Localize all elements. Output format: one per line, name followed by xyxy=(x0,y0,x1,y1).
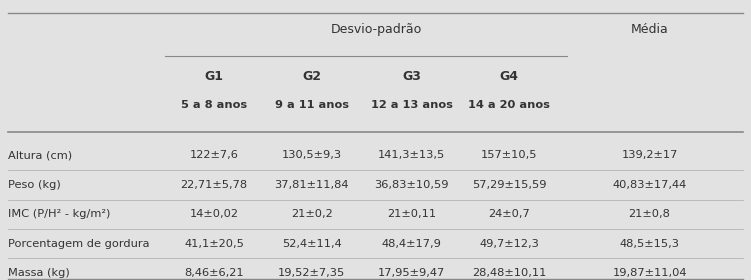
Text: 37,81±11,84: 37,81±11,84 xyxy=(274,180,349,190)
Text: Média: Média xyxy=(631,23,668,36)
Text: Porcentagem de gordura: Porcentagem de gordura xyxy=(8,239,149,249)
Text: G1: G1 xyxy=(204,71,224,83)
Text: 48,5±15,3: 48,5±15,3 xyxy=(620,239,680,249)
Text: 122±7,6: 122±7,6 xyxy=(189,150,239,160)
Text: 21±0,2: 21±0,2 xyxy=(291,209,333,219)
Text: 24±0,7: 24±0,7 xyxy=(488,209,530,219)
Text: G3: G3 xyxy=(402,71,421,83)
Text: Altura (cm): Altura (cm) xyxy=(8,150,71,160)
Text: IMC (P/H² - kg/m²): IMC (P/H² - kg/m²) xyxy=(8,209,110,219)
Text: Peso (kg): Peso (kg) xyxy=(8,180,60,190)
Text: 21±0,8: 21±0,8 xyxy=(629,209,671,219)
Text: 139,2±17: 139,2±17 xyxy=(621,150,678,160)
Text: 57,29±15,59: 57,29±15,59 xyxy=(472,180,547,190)
Text: 36,83±10,59: 36,83±10,59 xyxy=(374,180,449,190)
Text: 8,46±6,21: 8,46±6,21 xyxy=(184,268,244,278)
Text: 49,7±12,3: 49,7±12,3 xyxy=(479,239,539,249)
Text: 41,1±20,5: 41,1±20,5 xyxy=(184,239,244,249)
Text: 19,52±7,35: 19,52±7,35 xyxy=(278,268,345,278)
Text: G2: G2 xyxy=(302,71,321,83)
Text: 52,4±11,4: 52,4±11,4 xyxy=(282,239,342,249)
Text: Massa (kg): Massa (kg) xyxy=(8,268,69,278)
Text: 48,4±17,9: 48,4±17,9 xyxy=(382,239,442,249)
Text: 17,95±9,47: 17,95±9,47 xyxy=(378,268,445,278)
Text: G4: G4 xyxy=(499,71,519,83)
Text: 14 a 20 anos: 14 a 20 anos xyxy=(468,100,550,110)
Text: 14±0,02: 14±0,02 xyxy=(189,209,239,219)
Text: Desvio-padrão: Desvio-padrão xyxy=(331,23,422,36)
Text: 130,5±9,3: 130,5±9,3 xyxy=(282,150,342,160)
Text: 5 a 8 anos: 5 a 8 anos xyxy=(181,100,247,110)
Text: 22,71±5,78: 22,71±5,78 xyxy=(180,180,248,190)
Text: 141,3±13,5: 141,3±13,5 xyxy=(378,150,445,160)
Text: 12 a 13 anos: 12 a 13 anos xyxy=(370,100,453,110)
Text: 157±10,5: 157±10,5 xyxy=(481,150,538,160)
Text: 28,48±10,11: 28,48±10,11 xyxy=(472,268,547,278)
Text: 40,83±17,44: 40,83±17,44 xyxy=(613,180,686,190)
Text: 21±0,11: 21±0,11 xyxy=(387,209,436,219)
Text: 19,87±11,04: 19,87±11,04 xyxy=(612,268,687,278)
Text: 9 a 11 anos: 9 a 11 anos xyxy=(275,100,348,110)
